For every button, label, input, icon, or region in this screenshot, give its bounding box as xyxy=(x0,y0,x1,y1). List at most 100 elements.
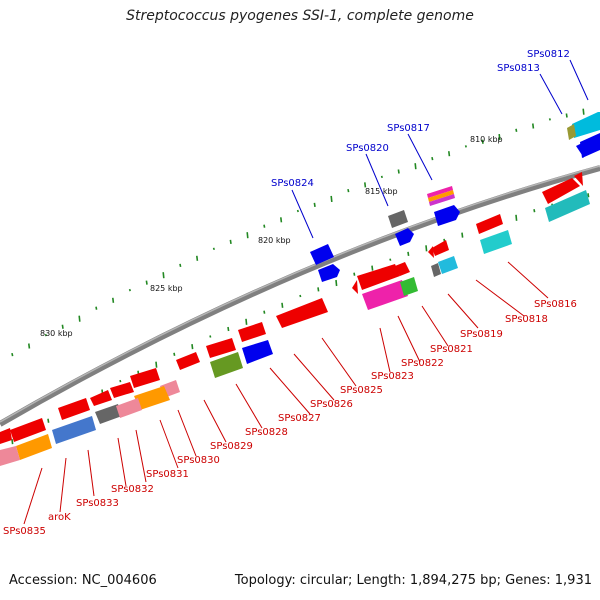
gene-sps0819-cyan[interactable] xyxy=(438,256,458,274)
gc-mark xyxy=(209,335,212,338)
gene-sps0817-arrow[interactable] xyxy=(434,205,460,226)
gene-sps0830-orange[interactable] xyxy=(134,386,170,410)
gc-mark xyxy=(44,333,47,337)
gc-content-track xyxy=(11,108,590,445)
gene-sps0822-head[interactable] xyxy=(352,280,358,294)
gene-sps0817-stripe2[interactable] xyxy=(428,190,454,202)
gene-label-sps0833[interactable]: SPs0833 xyxy=(76,498,119,509)
reverse-leader-lines xyxy=(23,261,549,525)
accession-text: Accession: NC_004606 xyxy=(9,573,157,588)
gene-sps0816-b[interactable] xyxy=(545,190,590,222)
gc-mark xyxy=(112,297,115,303)
gene-sps0824-box[interactable] xyxy=(310,244,334,265)
gene-sps0831-grey[interactable] xyxy=(95,404,122,424)
gene-label-sps0816[interactable]: SPs0816 xyxy=(534,299,577,310)
gene-sps0823-magenta[interactable] xyxy=(362,280,408,310)
gene-sps0825[interactable] xyxy=(276,298,328,328)
gene-sps0832-red[interactable] xyxy=(90,390,112,406)
gene-label-sps0825[interactable]: SPs0825 xyxy=(340,385,383,396)
gene-sps0824-arrow[interactable] xyxy=(318,264,340,282)
gc-mark xyxy=(280,217,283,223)
gene-sps0835-red-b[interactable] xyxy=(0,428,12,444)
genome-backbone xyxy=(0,165,600,427)
gc-mark xyxy=(173,352,176,356)
gene-sps0826-blue[interactable] xyxy=(242,340,273,364)
gene-label-sps0817[interactable]: SPs0817 xyxy=(387,123,430,134)
gene-sps0826-red[interactable] xyxy=(238,322,266,342)
gene-sps0819-head[interactable] xyxy=(428,246,434,258)
gene-sps0818-a[interactable] xyxy=(476,214,503,234)
gc-mark xyxy=(380,175,383,179)
gene-sps0813-arrow[interactable] xyxy=(580,133,600,158)
gene-label-sps0820[interactable]: SPs0820 xyxy=(346,143,389,154)
gene-sps0821[interactable] xyxy=(357,264,400,290)
scale-label-825: 825 kbp xyxy=(150,284,183,293)
gene-label-sps0813[interactable]: SPs0813 xyxy=(497,63,540,74)
gc-mark xyxy=(515,214,518,221)
gene-sps0817-stripe3[interactable] xyxy=(429,194,455,206)
gc-mark xyxy=(155,361,158,368)
gene-sps0833-red[interactable] xyxy=(58,398,90,420)
gene-sps0835-orange[interactable] xyxy=(16,434,52,460)
gene-sps0812-marker[interactable] xyxy=(567,124,576,140)
forward-leader-lines xyxy=(291,59,589,239)
map-title: Streptococcus pyogenes SSI-1, complete g… xyxy=(126,8,474,24)
gc-mark xyxy=(196,255,199,261)
gc-mark xyxy=(128,288,131,292)
gene-label-sps0835[interactable]: SPs0835 xyxy=(3,526,46,537)
gene-label-sps0822[interactable]: SPs0822 xyxy=(401,358,444,369)
gene-sps0829-red[interactable] xyxy=(130,368,160,388)
gc-mark xyxy=(347,188,350,193)
gc-mark xyxy=(246,232,249,239)
gene-sps0813-head[interactable] xyxy=(576,142,584,158)
gene-label-sps0828[interactable]: SPs0828 xyxy=(245,427,288,438)
genome-backbone-highlight xyxy=(0,165,600,423)
gene-sps0818-b[interactable] xyxy=(480,230,512,254)
gene-sps0827-red[interactable] xyxy=(206,338,236,358)
gene-label-sps0827[interactable]: SPs0827 xyxy=(278,413,321,424)
gc-mark xyxy=(532,123,535,129)
gc-mark xyxy=(263,310,266,314)
gc-mark xyxy=(191,344,194,350)
gene-label-sps0831[interactable]: SPs0831 xyxy=(146,469,189,480)
gene-label-sps0829[interactable]: SPs0829 xyxy=(210,441,253,452)
gene-label-sps0821[interactable]: SPs0821 xyxy=(430,344,473,355)
gene-sps0820-arrow[interactable] xyxy=(395,228,414,246)
gene-sps0819-grey[interactable] xyxy=(431,263,441,277)
gene-sps0827-green[interactable] xyxy=(210,352,243,378)
gc-mark xyxy=(11,352,14,357)
gene-label-sps0823[interactable]: SPs0823 xyxy=(371,371,414,382)
gc-mark xyxy=(313,202,316,208)
gc-mark xyxy=(227,326,230,332)
gene-label-sps0832[interactable]: SPs0832 xyxy=(111,484,154,495)
gene-sps0820-box[interactable] xyxy=(388,210,408,228)
gene-sps0816-a[interactable] xyxy=(542,178,580,204)
gc-mark xyxy=(582,108,585,115)
gene-sps0832-pink[interactable] xyxy=(116,398,142,418)
gene-sps0812-arrow[interactable] xyxy=(572,112,600,138)
gene-label-sps0824[interactable]: SPs0824 xyxy=(271,178,314,189)
gene-sps0835-pink[interactable] xyxy=(0,446,20,466)
gene-sps0835-red-a[interactable] xyxy=(10,418,46,442)
gene-label-sps0812[interactable]: SPs0812 xyxy=(527,49,570,60)
gene-sps0828[interactable] xyxy=(176,352,200,370)
gene-sps0816-head[interactable] xyxy=(574,172,583,186)
gc-mark xyxy=(145,280,148,285)
genome-map: 810 kbp 815 kbp 820 kbp 825 kbp 830 kbp xyxy=(0,49,600,537)
gc-mark xyxy=(431,156,434,161)
gene-label-sps0818[interactable]: SPs0818 xyxy=(505,314,548,325)
gene-label-arok[interactable]: aroK xyxy=(48,512,71,523)
scale-label-815: 815 kbp xyxy=(365,187,398,196)
gene-label-sps0826[interactable]: SPs0826 xyxy=(310,399,353,410)
gene-sps0830-red[interactable] xyxy=(110,382,134,398)
gene-sps0822[interactable] xyxy=(395,262,410,276)
gc-mark xyxy=(587,193,590,198)
gene-sps0819-red[interactable] xyxy=(432,240,449,256)
gene-label-sps0819[interactable]: SPs0819 xyxy=(460,329,503,340)
gc-mark xyxy=(533,209,536,213)
gc-mark xyxy=(263,224,266,228)
gene-sps0817-stripe1[interactable] xyxy=(427,186,453,198)
gene-label-sps0830[interactable]: SPs0830 xyxy=(177,455,220,466)
gene-arok-blue[interactable] xyxy=(52,416,96,444)
gene-sps0823-green[interactable] xyxy=(400,277,418,296)
